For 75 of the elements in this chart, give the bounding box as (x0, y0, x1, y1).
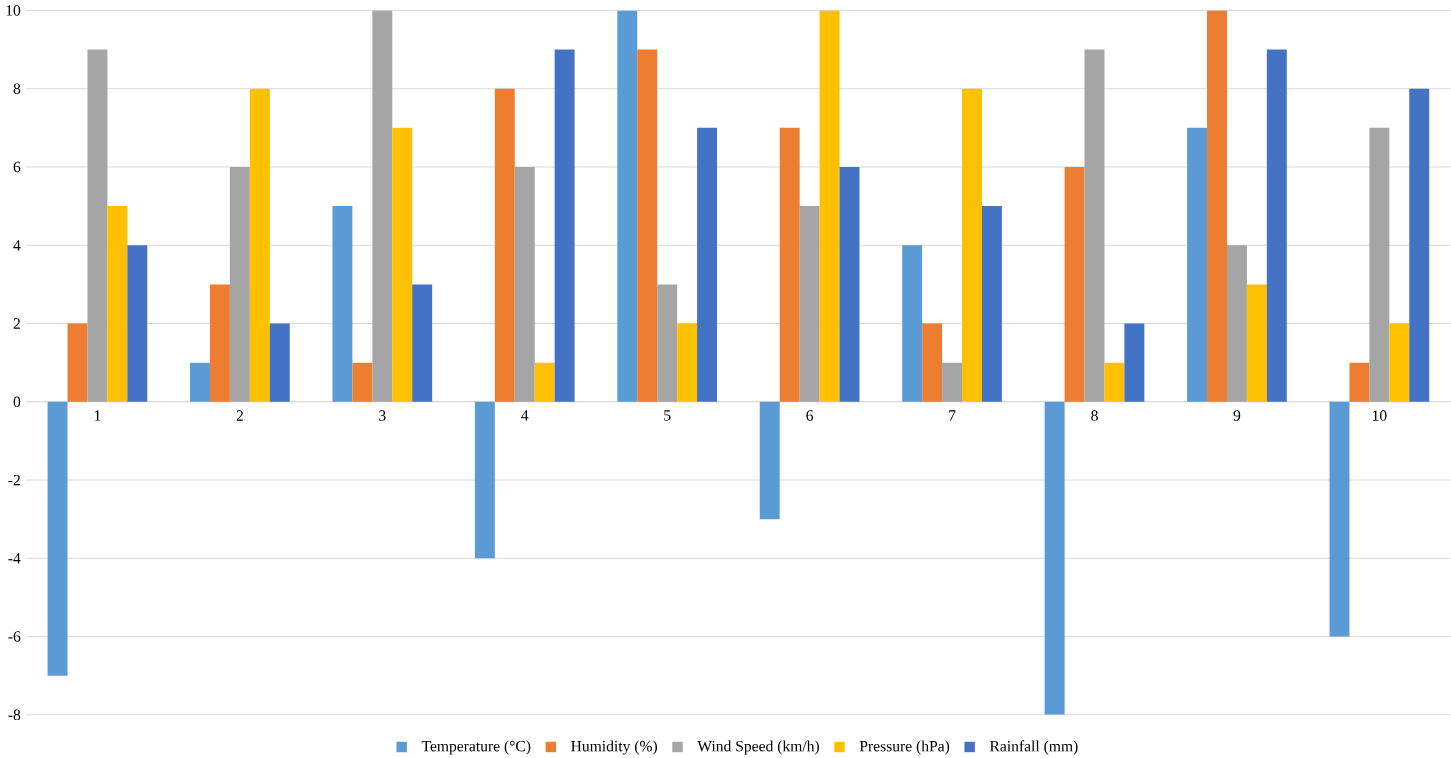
bar (127, 245, 148, 402)
bar (1187, 127, 1208, 402)
bar (190, 362, 210, 402)
y-tick-label: 8 (13, 83, 21, 95)
y-tick-label: 6 (13, 161, 21, 173)
bar (981, 206, 1002, 402)
bar (47, 401, 68, 676)
y-tick-label: -6 (8, 631, 21, 642)
bar (534, 362, 555, 402)
bar (779, 127, 800, 402)
x-tick-label: 9 (1233, 410, 1241, 421)
x-tick-label: 3 (379, 410, 386, 421)
bar (1389, 323, 1410, 402)
bar (1246, 284, 1267, 402)
bar (657, 284, 678, 402)
bar (677, 323, 698, 402)
bar (1329, 401, 1350, 637)
bar (332, 206, 353, 402)
bar (1064, 167, 1085, 402)
y-tick-label: -8 (8, 709, 21, 721)
bar (1409, 88, 1430, 402)
y-tick-label: 0 (13, 396, 21, 408)
y-tick-label: 2 (13, 318, 20, 329)
bar (269, 323, 290, 402)
legend-label: Rainfall (mm) (989, 740, 1078, 755)
bar (1084, 49, 1105, 402)
x-tick-label: 1 (94, 410, 101, 421)
bar (1124, 323, 1145, 402)
bar (412, 284, 433, 402)
x-tick-label: 6 (806, 410, 814, 421)
legend-label: Wind Speed (km/h) (697, 740, 819, 755)
bar (962, 88, 982, 402)
bar (1207, 10, 1227, 402)
bar (209, 284, 230, 402)
x-tick-label: 7 (949, 410, 956, 421)
x-tick-label: 10 (1372, 410, 1387, 421)
bar (819, 10, 840, 402)
bar (1044, 401, 1065, 715)
bar (107, 206, 128, 402)
bar (922, 323, 943, 402)
bar (67, 323, 88, 402)
bar (839, 167, 860, 402)
legend-label: Humidity (%) (571, 740, 657, 755)
bar (1266, 49, 1287, 402)
bar (1349, 362, 1370, 402)
bar (942, 362, 963, 402)
y-tick-label: -4 (8, 553, 21, 564)
legend-label: Pressure (hPa) (859, 740, 950, 755)
bar (494, 88, 515, 402)
bar (637, 49, 658, 402)
bar (229, 167, 250, 402)
bar (617, 10, 638, 402)
bar (514, 167, 535, 402)
x-tick-label: 5 (664, 410, 671, 421)
bar (799, 206, 820, 402)
x-tick-label: 4 (521, 410, 529, 421)
bar (249, 88, 270, 402)
bar (474, 401, 495, 559)
y-tick-label: -2 (8, 474, 20, 486)
y-tick-label: 10 (6, 5, 21, 16)
legend-label: Temperature (°C) (421, 740, 531, 755)
y-tick-label: 4 (13, 240, 21, 251)
bar (902, 245, 923, 402)
bar (1104, 362, 1125, 402)
bar (392, 127, 413, 402)
bar (759, 401, 780, 520)
bar (1369, 127, 1390, 402)
bar (554, 49, 575, 402)
x-tick-label: 2 (236, 410, 243, 421)
bar (1226, 245, 1247, 402)
bar (87, 49, 108, 402)
bar (697, 127, 718, 402)
bar (352, 362, 373, 402)
bar (372, 10, 393, 402)
x-tick-label: 8 (1091, 410, 1098, 421)
